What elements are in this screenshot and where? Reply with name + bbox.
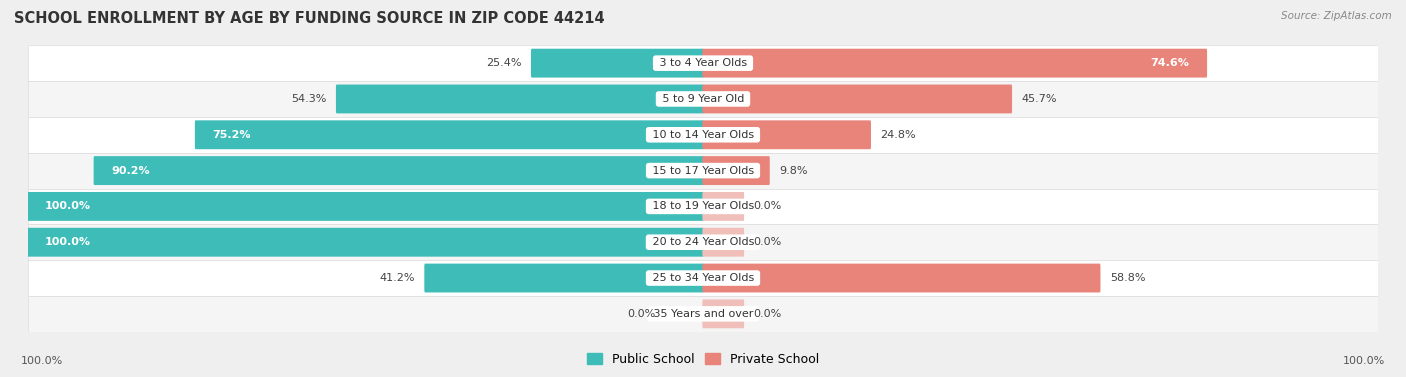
- Text: 100.0%: 100.0%: [45, 237, 91, 247]
- Text: 20 to 24 Year Olds: 20 to 24 Year Olds: [648, 237, 758, 247]
- Text: 0.0%: 0.0%: [754, 201, 782, 211]
- Text: 15 to 17 Year Olds: 15 to 17 Year Olds: [648, 166, 758, 176]
- FancyBboxPatch shape: [703, 156, 769, 185]
- Text: 10 to 14 Year Olds: 10 to 14 Year Olds: [648, 130, 758, 140]
- Text: 35 Years and over: 35 Years and over: [650, 309, 756, 319]
- Text: Source: ZipAtlas.com: Source: ZipAtlas.com: [1281, 11, 1392, 21]
- Text: 75.2%: 75.2%: [212, 130, 250, 140]
- Bar: [28, 296, 1378, 332]
- Bar: [28, 117, 1378, 153]
- Text: 58.8%: 58.8%: [1109, 273, 1146, 283]
- FancyBboxPatch shape: [703, 228, 744, 257]
- Bar: [28, 260, 1378, 296]
- Text: 74.6%: 74.6%: [1150, 58, 1189, 68]
- Text: 0.0%: 0.0%: [754, 237, 782, 247]
- Bar: [28, 224, 1378, 260]
- Text: 100.0%: 100.0%: [1343, 356, 1385, 366]
- Bar: [28, 188, 1378, 224]
- Text: 100.0%: 100.0%: [45, 201, 91, 211]
- Text: 45.7%: 45.7%: [1022, 94, 1057, 104]
- Text: SCHOOL ENROLLMENT BY AGE BY FUNDING SOURCE IN ZIP CODE 44214: SCHOOL ENROLLMENT BY AGE BY FUNDING SOUR…: [14, 11, 605, 26]
- FancyBboxPatch shape: [703, 120, 870, 149]
- FancyBboxPatch shape: [28, 192, 703, 221]
- Text: 9.8%: 9.8%: [779, 166, 808, 176]
- Text: 0.0%: 0.0%: [627, 309, 655, 319]
- FancyBboxPatch shape: [703, 84, 1012, 113]
- Text: 3 to 4 Year Olds: 3 to 4 Year Olds: [655, 58, 751, 68]
- FancyBboxPatch shape: [703, 192, 744, 221]
- FancyBboxPatch shape: [531, 49, 703, 78]
- Text: 5 to 9 Year Old: 5 to 9 Year Old: [658, 94, 748, 104]
- Text: 100.0%: 100.0%: [21, 356, 63, 366]
- FancyBboxPatch shape: [195, 120, 703, 149]
- FancyBboxPatch shape: [425, 264, 703, 293]
- Text: 25.4%: 25.4%: [486, 58, 522, 68]
- FancyBboxPatch shape: [703, 49, 1208, 78]
- FancyBboxPatch shape: [336, 84, 703, 113]
- FancyBboxPatch shape: [703, 299, 744, 328]
- Text: 0.0%: 0.0%: [754, 309, 782, 319]
- Legend: Public School, Private School: Public School, Private School: [582, 348, 824, 371]
- Bar: [28, 81, 1378, 117]
- Text: 54.3%: 54.3%: [291, 94, 326, 104]
- Bar: [28, 45, 1378, 81]
- Bar: [28, 153, 1378, 188]
- Text: 90.2%: 90.2%: [111, 166, 150, 176]
- Text: 24.8%: 24.8%: [880, 130, 917, 140]
- FancyBboxPatch shape: [28, 228, 703, 257]
- FancyBboxPatch shape: [94, 156, 703, 185]
- Text: 18 to 19 Year Olds: 18 to 19 Year Olds: [648, 201, 758, 211]
- Text: 25 to 34 Year Olds: 25 to 34 Year Olds: [648, 273, 758, 283]
- FancyBboxPatch shape: [703, 264, 1101, 293]
- Text: 41.2%: 41.2%: [380, 273, 415, 283]
